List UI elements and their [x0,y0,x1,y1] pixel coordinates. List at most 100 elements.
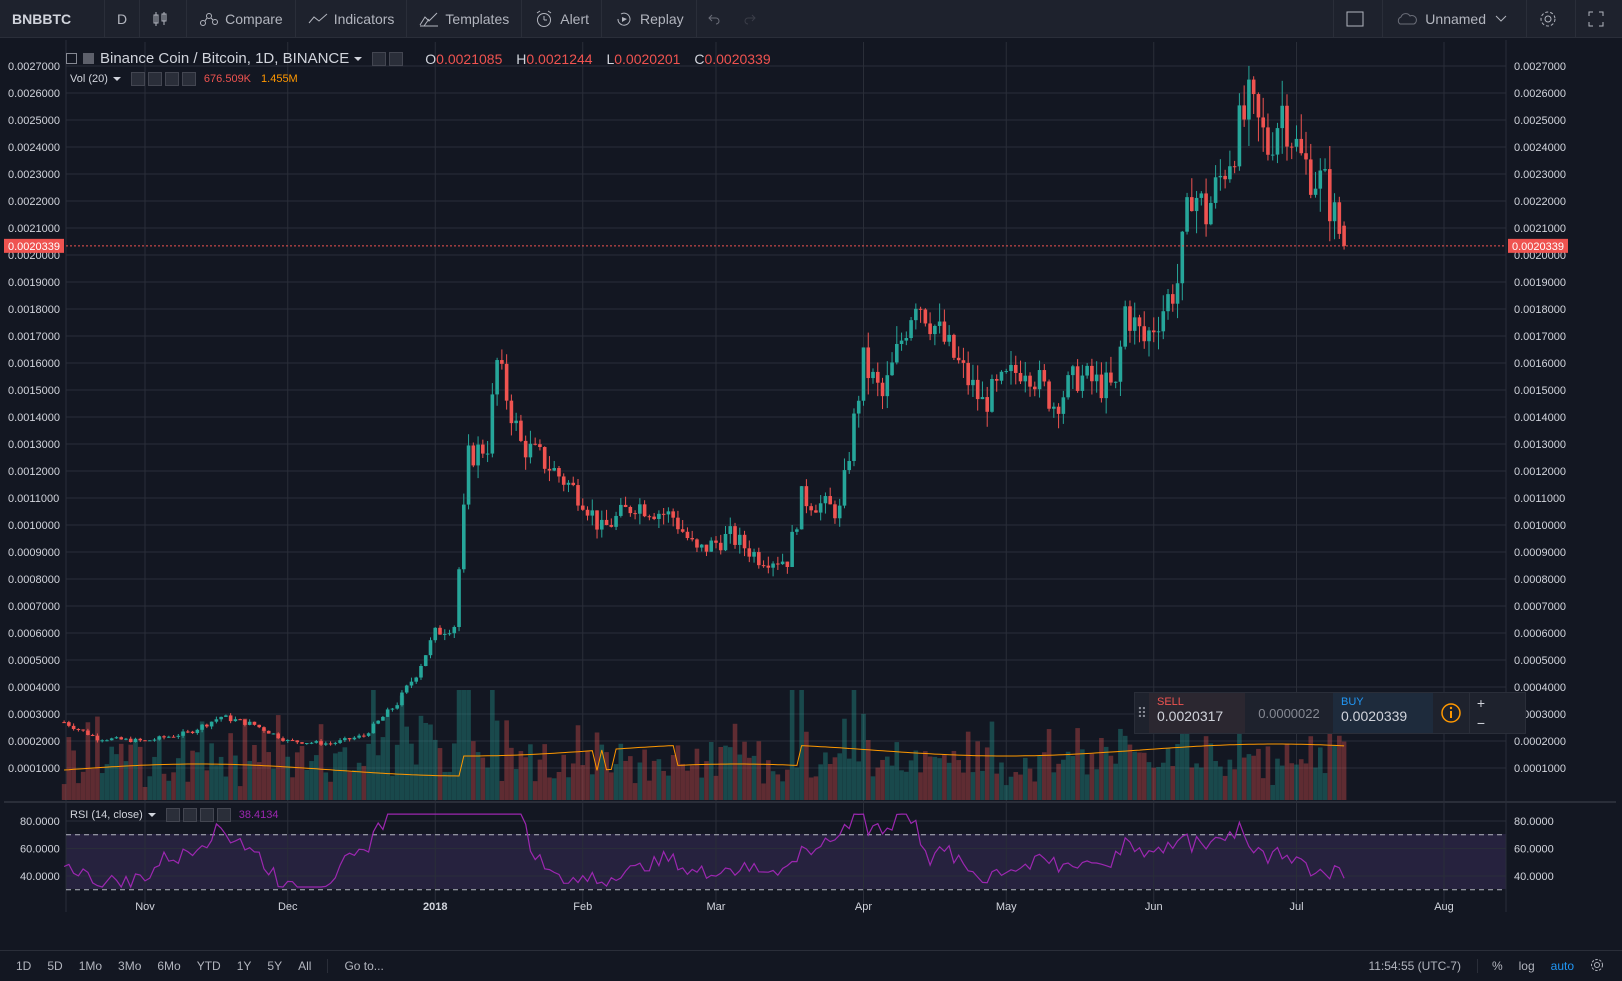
settings-square-icon[interactable] [389,51,404,66]
candle-body [704,544,709,552]
volume-bar [1022,757,1028,800]
info-button[interactable] [1433,693,1469,733]
settings-button[interactable] [1527,0,1576,38]
last-price-badge-left [4,238,64,253]
candle-body [999,371,1004,381]
eye-icon[interactable] [165,808,180,822]
buy-button[interactable]: BUY 0.0020339 [1333,693,1433,733]
increase-button[interactable]: + [1476,695,1486,711]
candle-body [1204,193,1208,225]
price-chart[interactable]: 0.0001000 0.0001000 0.0002000 0.0002000 0.00… [0,0,1622,950]
caret-down-icon[interactable] [353,55,363,63]
interval-button[interactable]: D [105,0,141,38]
candle-body [1047,381,1051,409]
indicators-icon [308,13,328,23]
candle-body [343,738,347,741]
volume-bar [875,767,881,800]
candle-body [1289,146,1294,148]
volume-bar [789,690,795,800]
settings-square-icon[interactable] [372,51,387,66]
plus-icon[interactable] [199,808,214,822]
close-icon[interactable] [181,72,196,86]
drag-handle-icon[interactable]: ⠿ [1136,704,1148,721]
templates-button[interactable]: Templates [407,0,523,38]
range-ytd[interactable]: YTD [196,959,221,973]
candle-body [176,735,181,737]
candle-body [462,504,466,570]
candle-body [1085,365,1089,376]
candle-body [519,420,523,441]
eye-icon[interactable] [130,72,145,86]
caret-down-icon[interactable] [112,75,122,83]
x-tick-label: Jul [1289,901,1303,913]
clock-timezone[interactable]: 11:54:55 (UTC-7) [1368,959,1461,973]
auto-scale-toggle[interactable]: auto [1550,959,1574,973]
rsi-label[interactable]: RSI (14, close) [70,809,143,821]
range-1y[interactable]: 1Y [236,959,252,973]
candle-body [357,735,361,738]
range-3mo[interactable]: 3Mo [118,959,142,973]
volume-bar [1003,785,1009,800]
gear-icon[interactable] [182,808,197,822]
volume-bar [404,726,410,800]
alert-button[interactable]: Alert [522,0,603,38]
range-1mo[interactable]: 1Mo [78,959,103,973]
percent-scale-toggle[interactable]: % [1476,959,1511,973]
decrease-button[interactable]: − [1476,715,1486,731]
volume-bar [1051,772,1057,800]
goto-date-button[interactable]: Go to... [327,959,391,973]
candle-body [842,470,847,506]
candle-body [742,534,747,549]
sell-button[interactable]: SELL 0.0020317 [1149,693,1245,733]
volume-bar [699,777,705,800]
y-tick-label-left: 0.0002000 [8,736,60,748]
collapse-legend-icon[interactable] [66,53,77,64]
y-tick-label-left: 0.0015000 [8,385,60,397]
candle-body [95,735,100,741]
last-price-badge-right [1508,238,1568,253]
log-scale-toggle[interactable]: log [1518,959,1535,973]
candle-body [471,445,476,466]
volume-bar [128,744,134,800]
fullscreen-button[interactable] [1576,0,1622,38]
volume-bar [551,778,557,800]
candle-body [804,486,809,507]
range-all[interactable]: All [298,959,312,973]
redo-button[interactable] [735,0,773,38]
indicators-button[interactable]: Indicators [296,0,408,38]
compare-button[interactable]: Compare [187,0,296,38]
volume-bar [889,765,895,800]
volume-bar [846,758,852,800]
caret-down-icon[interactable] [147,811,157,819]
volume-bar [547,777,552,800]
plus-icon[interactable] [164,72,179,86]
scale-settings-button[interactable] [1582,958,1612,975]
volume-bar [1127,744,1133,800]
volume-label[interactable]: Vol (20) [70,73,108,85]
open-value: 0.0021085 [436,50,503,67]
candle-body [1242,105,1246,120]
rsi-band-fill [66,834,1506,889]
candle-body [990,379,994,412]
range-6mo[interactable]: 6Mo [157,959,181,973]
range-1d[interactable]: 1D [16,959,32,973]
y-tick-label-left: 0.0001000 [8,763,60,775]
undo-button[interactable] [697,0,735,38]
close-icon[interactable] [216,808,231,822]
range-5d[interactable]: 5D [47,959,63,973]
candle-body [623,504,628,507]
candle-body [1132,317,1137,331]
candle-body [609,525,614,527]
layout-menu-button[interactable]: Unnamed [1383,0,1527,38]
volume-bar [1218,766,1223,800]
gear-icon[interactable] [147,72,162,86]
range-5y[interactable]: 5Y [267,959,283,973]
y-tick-label-left: 0.0017000 [8,331,60,343]
symbol-search-button[interactable]: BNBBTC [0,0,105,38]
series-title[interactable]: Binance Coin / Bitcoin, 1D, BINANCE [100,50,350,67]
fullscreen-layout-button[interactable] [1333,0,1384,38]
replay-button[interactable]: Replay [602,0,697,38]
candle-body [576,485,580,506]
chart-style-button[interactable] [140,0,188,38]
candle-body [723,533,728,551]
